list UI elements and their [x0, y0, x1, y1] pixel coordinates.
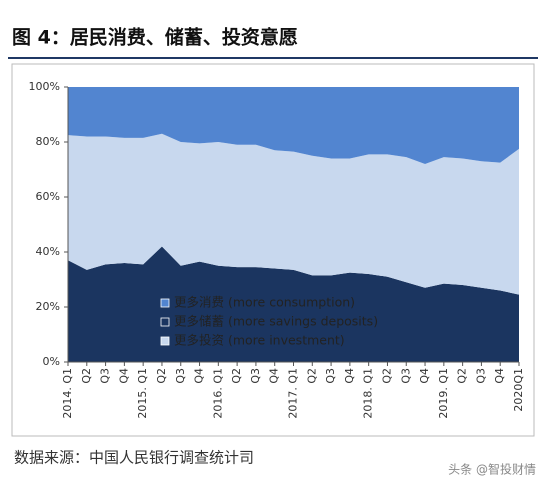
- x-tick-label: 2017. Q1: [287, 368, 300, 419]
- x-tick-label: Q4: [268, 368, 281, 384]
- legend-marker: [160, 317, 170, 327]
- y-tick-label: 100%: [29, 80, 60, 93]
- area: [68, 246, 519, 362]
- source-note: 数据来源：中国人民银行调查统计司: [14, 449, 254, 467]
- area: [68, 87, 519, 164]
- legend-marker: [160, 336, 170, 346]
- x-tick-label: Q2: [80, 368, 93, 384]
- x-tick-label: 2014. Q1: [61, 368, 74, 419]
- x-tick-label: Q3: [249, 368, 262, 384]
- x-tick-label: 2020Q1: [512, 368, 525, 412]
- x-tick-label: Q3: [174, 368, 187, 384]
- chart-frame: [11, 63, 535, 437]
- y-tick-label: 60%: [36, 190, 60, 203]
- x-tick-label: Q2: [230, 368, 243, 384]
- watermark: 头条 @智投财情: [448, 462, 536, 477]
- x-tick-label: Q2: [456, 368, 469, 384]
- area: [68, 133, 519, 295]
- x-tick-label: Q3: [474, 368, 487, 384]
- x-tick-label: Q3: [399, 368, 412, 384]
- legend-marker: [160, 298, 170, 308]
- x-tick-label: 2015. Q1: [136, 368, 149, 419]
- x-tick-label: Q3: [324, 368, 337, 384]
- x-tick-label: Q4: [418, 368, 431, 384]
- x-tick-label: 2018. Q1: [362, 368, 375, 419]
- y-tick-label: 0%: [43, 355, 60, 368]
- chart-title: 图 4：居民消费、储蓄、投资意愿: [12, 26, 298, 49]
- x-tick-label: Q2: [380, 368, 393, 384]
- x-tick-label: Q3: [99, 368, 112, 384]
- y-tick-label: 40%: [36, 245, 60, 258]
- x-tick-label: Q2: [155, 368, 168, 384]
- y-tick-label: 20%: [36, 300, 60, 313]
- y-tick-label: 80%: [36, 135, 60, 148]
- x-tick-label: Q4: [343, 368, 356, 384]
- legend-label: 更多投资 (more investment): [174, 333, 345, 348]
- x-tick-label: 2016. Q1: [211, 368, 224, 419]
- x-tick-label: Q4: [117, 368, 130, 384]
- legend-label: 更多消费 (more consumption): [174, 295, 355, 310]
- x-tick-label: Q4: [493, 368, 506, 384]
- legend-label: 更多储蓄 (more savings deposits): [174, 314, 378, 329]
- x-tick-label: Q2: [305, 368, 318, 384]
- x-tick-label: 2019. Q1: [437, 368, 450, 419]
- x-tick-label: Q4: [193, 368, 206, 384]
